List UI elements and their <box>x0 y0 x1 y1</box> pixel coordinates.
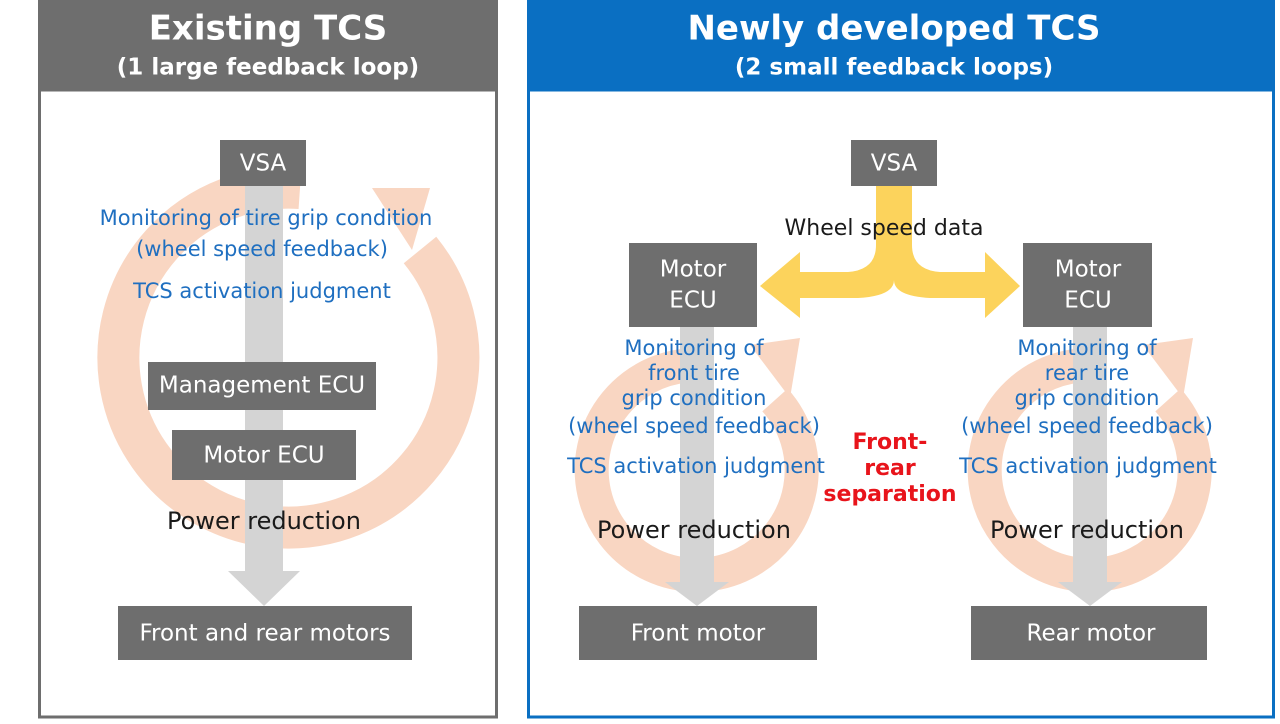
vsa-label: VSA <box>240 151 287 177</box>
motor-ecu-box <box>172 430 356 480</box>
power-text: Power reduction <box>167 507 361 535</box>
left-header <box>38 0 498 90</box>
motor-ecu-label: Motor <box>1055 257 1122 283</box>
motor-label: Front motor <box>631 621 766 647</box>
motor-label: Rear motor <box>1027 621 1157 647</box>
separation-text: Front- <box>853 430 928 455</box>
right-header <box>527 0 1275 90</box>
right-frame <box>527 88 1275 719</box>
vsa-box <box>851 140 937 186</box>
motor-ecu-label: Motor <box>660 257 727 283</box>
monitoring-text: grip condition <box>622 386 767 410</box>
management-ecu-label: Management ECU <box>159 373 365 399</box>
separation-text: rear <box>864 456 916 481</box>
flow-arrowhead <box>228 571 300 606</box>
rear-group: Motor ECU Monitoring of rear tire grip c… <box>958 243 1217 660</box>
flow-arrow <box>1073 327 1107 582</box>
motor-ecu-box <box>629 243 757 327</box>
motor-ecu-label: ECU <box>669 288 716 314</box>
monitoring-text: Monitoring of <box>624 336 764 360</box>
loop-arrow <box>97 166 480 549</box>
loop-arrowhead <box>1143 338 1193 398</box>
motors-label: Front and rear motors <box>139 621 390 647</box>
separation-text: separation <box>823 482 956 507</box>
monitoring-text: (wheel speed feedback) <box>961 414 1213 438</box>
monitoring-text: Monitoring of tire grip condition <box>100 206 433 230</box>
loop-arrowhead <box>372 188 430 250</box>
judgment-text: TCS activation judgment <box>958 454 1217 478</box>
motor-box <box>579 606 817 660</box>
loop-arrow <box>967 347 1212 592</box>
monitoring-text: (wheel speed feedback) <box>136 237 388 261</box>
right-title: Newly developed TCS <box>687 9 1100 49</box>
loop-arrowhead <box>750 338 800 398</box>
loop-arrow <box>574 347 819 592</box>
flow-arrowhead <box>1058 582 1122 606</box>
vsa-label: VSA <box>871 151 918 177</box>
left-subtitle: (1 large feedback loop) <box>117 55 419 81</box>
wheel-speed-text: Wheel speed data <box>785 216 984 241</box>
front-group: Motor ECU Monitoring of front tire grip … <box>566 243 825 660</box>
power-text: Power reduction <box>990 516 1184 544</box>
monitoring-text: (wheel speed feedback) <box>568 414 820 438</box>
judgment-text: TCS activation judgment <box>566 454 825 478</box>
left-title: Existing TCS <box>149 9 388 49</box>
monitoring-text: Monitoring of <box>1017 336 1157 360</box>
left-frame <box>38 88 498 719</box>
monitoring-text: front tire <box>648 361 740 385</box>
monitoring-text: rear tire <box>1045 361 1129 385</box>
vsa-box <box>220 140 306 186</box>
motor-ecu-label: ECU <box>1064 288 1111 314</box>
motor-ecu-box <box>1023 243 1152 327</box>
motor-box <box>971 606 1207 660</box>
flow-arrowhead <box>665 582 729 606</box>
flow-arrow <box>680 327 714 582</box>
motors-box <box>118 606 412 660</box>
right-subtitle: (2 small feedback loops) <box>735 55 1053 81</box>
judgment-text: TCS activation judgment <box>132 279 391 303</box>
management-ecu-box <box>148 362 376 410</box>
monitoring-text: grip condition <box>1015 386 1160 410</box>
motor-ecu-label: Motor ECU <box>203 443 324 469</box>
wheel-speed-arrow <box>760 186 1020 318</box>
power-text: Power reduction <box>597 516 791 544</box>
